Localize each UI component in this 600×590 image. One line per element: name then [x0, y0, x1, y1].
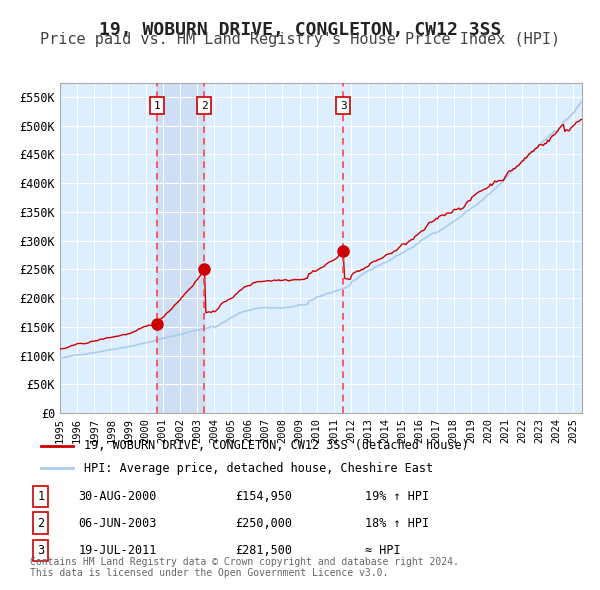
Text: Contains HM Land Registry data © Crown copyright and database right 2024.
This d: Contains HM Land Registry data © Crown c…: [30, 556, 459, 578]
Text: £250,000: £250,000: [235, 517, 292, 530]
Text: 2: 2: [200, 101, 208, 111]
Text: ≈ HPI: ≈ HPI: [365, 543, 400, 556]
Text: 3: 3: [340, 101, 346, 111]
Text: £281,500: £281,500: [235, 543, 292, 556]
Text: HPI: Average price, detached house, Cheshire East: HPI: Average price, detached house, Ches…: [84, 462, 433, 475]
Bar: [157, 83, 204, 413]
Text: 1: 1: [154, 101, 160, 111]
Text: 19% ↑ HPI: 19% ↑ HPI: [365, 490, 429, 503]
Text: 06-JUN-2003: 06-JUN-2003: [79, 517, 157, 530]
Text: 19, WOBURN DRIVE, CONGLETON, CW12 3SS (detached house): 19, WOBURN DRIVE, CONGLETON, CW12 3SS (d…: [84, 439, 469, 453]
Text: 2: 2: [37, 517, 44, 530]
Text: £154,950: £154,950: [235, 490, 292, 503]
Text: 18% ↑ HPI: 18% ↑ HPI: [365, 517, 429, 530]
Text: 19-JUL-2011: 19-JUL-2011: [79, 543, 157, 556]
Text: 30-AUG-2000: 30-AUG-2000: [79, 490, 157, 503]
Text: Price paid vs. HM Land Registry's House Price Index (HPI): Price paid vs. HM Land Registry's House …: [40, 32, 560, 47]
Text: 1: 1: [37, 490, 44, 503]
Text: 19, WOBURN DRIVE, CONGLETON, CW12 3SS: 19, WOBURN DRIVE, CONGLETON, CW12 3SS: [99, 21, 501, 39]
Text: 3: 3: [37, 543, 44, 556]
